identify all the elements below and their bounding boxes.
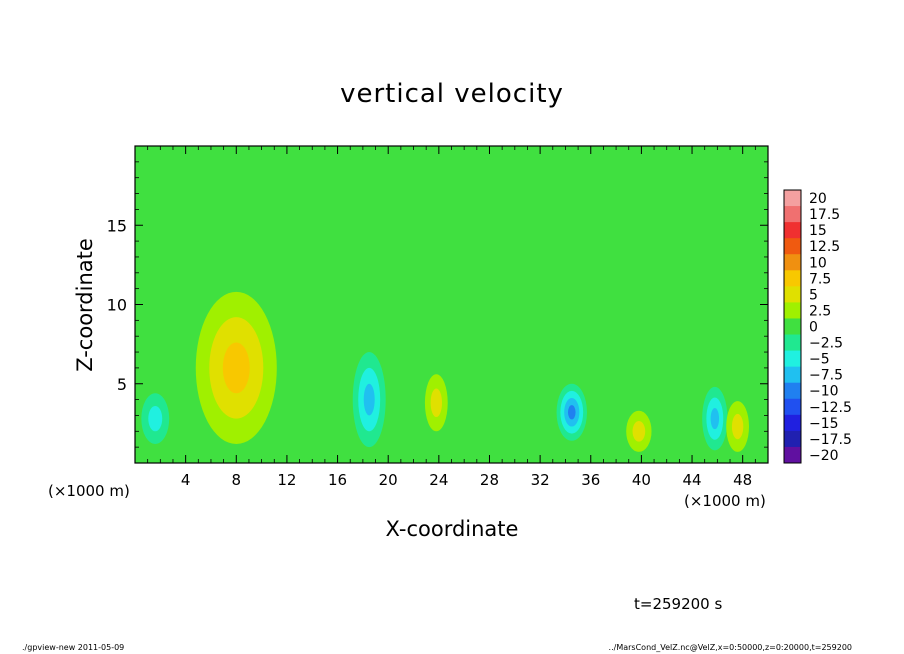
x-tick-label: 36: [581, 471, 600, 489]
x-axis: 4 8 12 16 20 24 28 32 36 40 44 48: [147, 146, 756, 489]
colorbar-swatch: [784, 446, 801, 464]
field-contour-1-3: [222, 342, 250, 394]
x-tick-label: 16: [328, 471, 347, 489]
y-tick-label: 15: [107, 216, 127, 235]
colorbar-label: −17.5: [809, 432, 852, 448]
colorbar-label: 0: [809, 320, 818, 336]
field-contour-6-3: [710, 408, 720, 430]
time-annotation: t=259200 s: [634, 595, 722, 613]
y-tick-label: 5: [117, 375, 127, 394]
x-tick-label: 32: [531, 471, 550, 489]
colorbar-swatch: [784, 398, 801, 416]
colorbar-label: −7.5: [809, 368, 843, 384]
colorbar-swatch: [784, 318, 801, 336]
colorbar-label: 7.5: [809, 271, 831, 287]
field-contour-2-3: [363, 383, 375, 416]
colorbar-label: 5: [809, 287, 818, 303]
colorbar-swatch: [784, 270, 801, 287]
x-tick-label: 8: [232, 471, 242, 489]
colorbar-label: 12.5: [809, 239, 840, 255]
x-unit-left: (×1000 m): [48, 482, 130, 500]
colorbar-swatch: [784, 222, 801, 239]
colorbar-label: 17.5: [809, 207, 840, 223]
field-contour-4-4: [567, 405, 576, 420]
colorbar-label: −20: [809, 448, 839, 464]
colorbar: 2017.51512.5107.552.50−2.5−5−7.5−10−12.5…: [783, 189, 852, 464]
colorbar-label: 2.5: [809, 303, 831, 319]
field-layer: [141, 291, 750, 452]
colorbar-swatch: [784, 254, 801, 271]
plot-area: [135, 146, 768, 463]
colorbar-label: −15: [809, 416, 839, 432]
colorbar-swatch: [784, 238, 801, 255]
colorbar-swatch: [784, 190, 801, 207]
colorbar-label: 10: [809, 255, 827, 271]
colorbar-label: 15: [809, 223, 827, 239]
field-contour-7-2: [731, 413, 744, 440]
colorbar-swatch: [784, 366, 801, 384]
y-axis: 5 10 15: [107, 161, 768, 448]
field-contour-3-2: [430, 388, 443, 418]
colorbar-label: 20: [809, 191, 827, 207]
colorbar-swatch: [784, 286, 801, 303]
colorbar-label: −5: [809, 352, 830, 368]
field-contour-5-2: [632, 420, 646, 442]
footer-right: ../MarsCond_VelZ.nc@VelZ,x=0:50000,z=0:2…: [609, 643, 852, 652]
x-tick-label: 4: [181, 471, 191, 489]
colorbar-swatch: [784, 302, 801, 319]
x-tick-label: 40: [632, 471, 651, 489]
colorbar-swatch: [784, 414, 801, 432]
colorbar-label: −12.5: [809, 400, 852, 416]
x-tick-label: 20: [379, 471, 398, 489]
colorbar-swatch: [784, 350, 801, 368]
colorbar-label: −10: [809, 384, 839, 400]
colorbar-swatch: [784, 206, 801, 223]
footer-left: ./gpview-new 2011-05-09: [22, 643, 124, 652]
x-axis-label: X-coordinate: [386, 517, 519, 541]
colorbar-label: −2.5: [809, 336, 843, 352]
x-tick-label: 28: [480, 471, 499, 489]
field-contour-8-2: [148, 405, 163, 432]
chart-title: vertical velocity: [340, 79, 564, 109]
x-tick-label: 48: [733, 471, 752, 489]
x-tick-label: 12: [277, 471, 296, 489]
colorbar-swatch: [784, 382, 801, 400]
x-tick-label: 44: [682, 471, 701, 489]
colorbar-frame: [783, 189, 802, 464]
x-unit-right: (×1000 m): [684, 492, 766, 510]
y-axis-label: Z-coordinate: [73, 238, 97, 372]
colorbar-swatch: [784, 430, 801, 448]
colorbar-swatch: [784, 334, 801, 352]
y-tick-label: 10: [107, 296, 127, 315]
x-tick-label: 24: [429, 471, 448, 489]
